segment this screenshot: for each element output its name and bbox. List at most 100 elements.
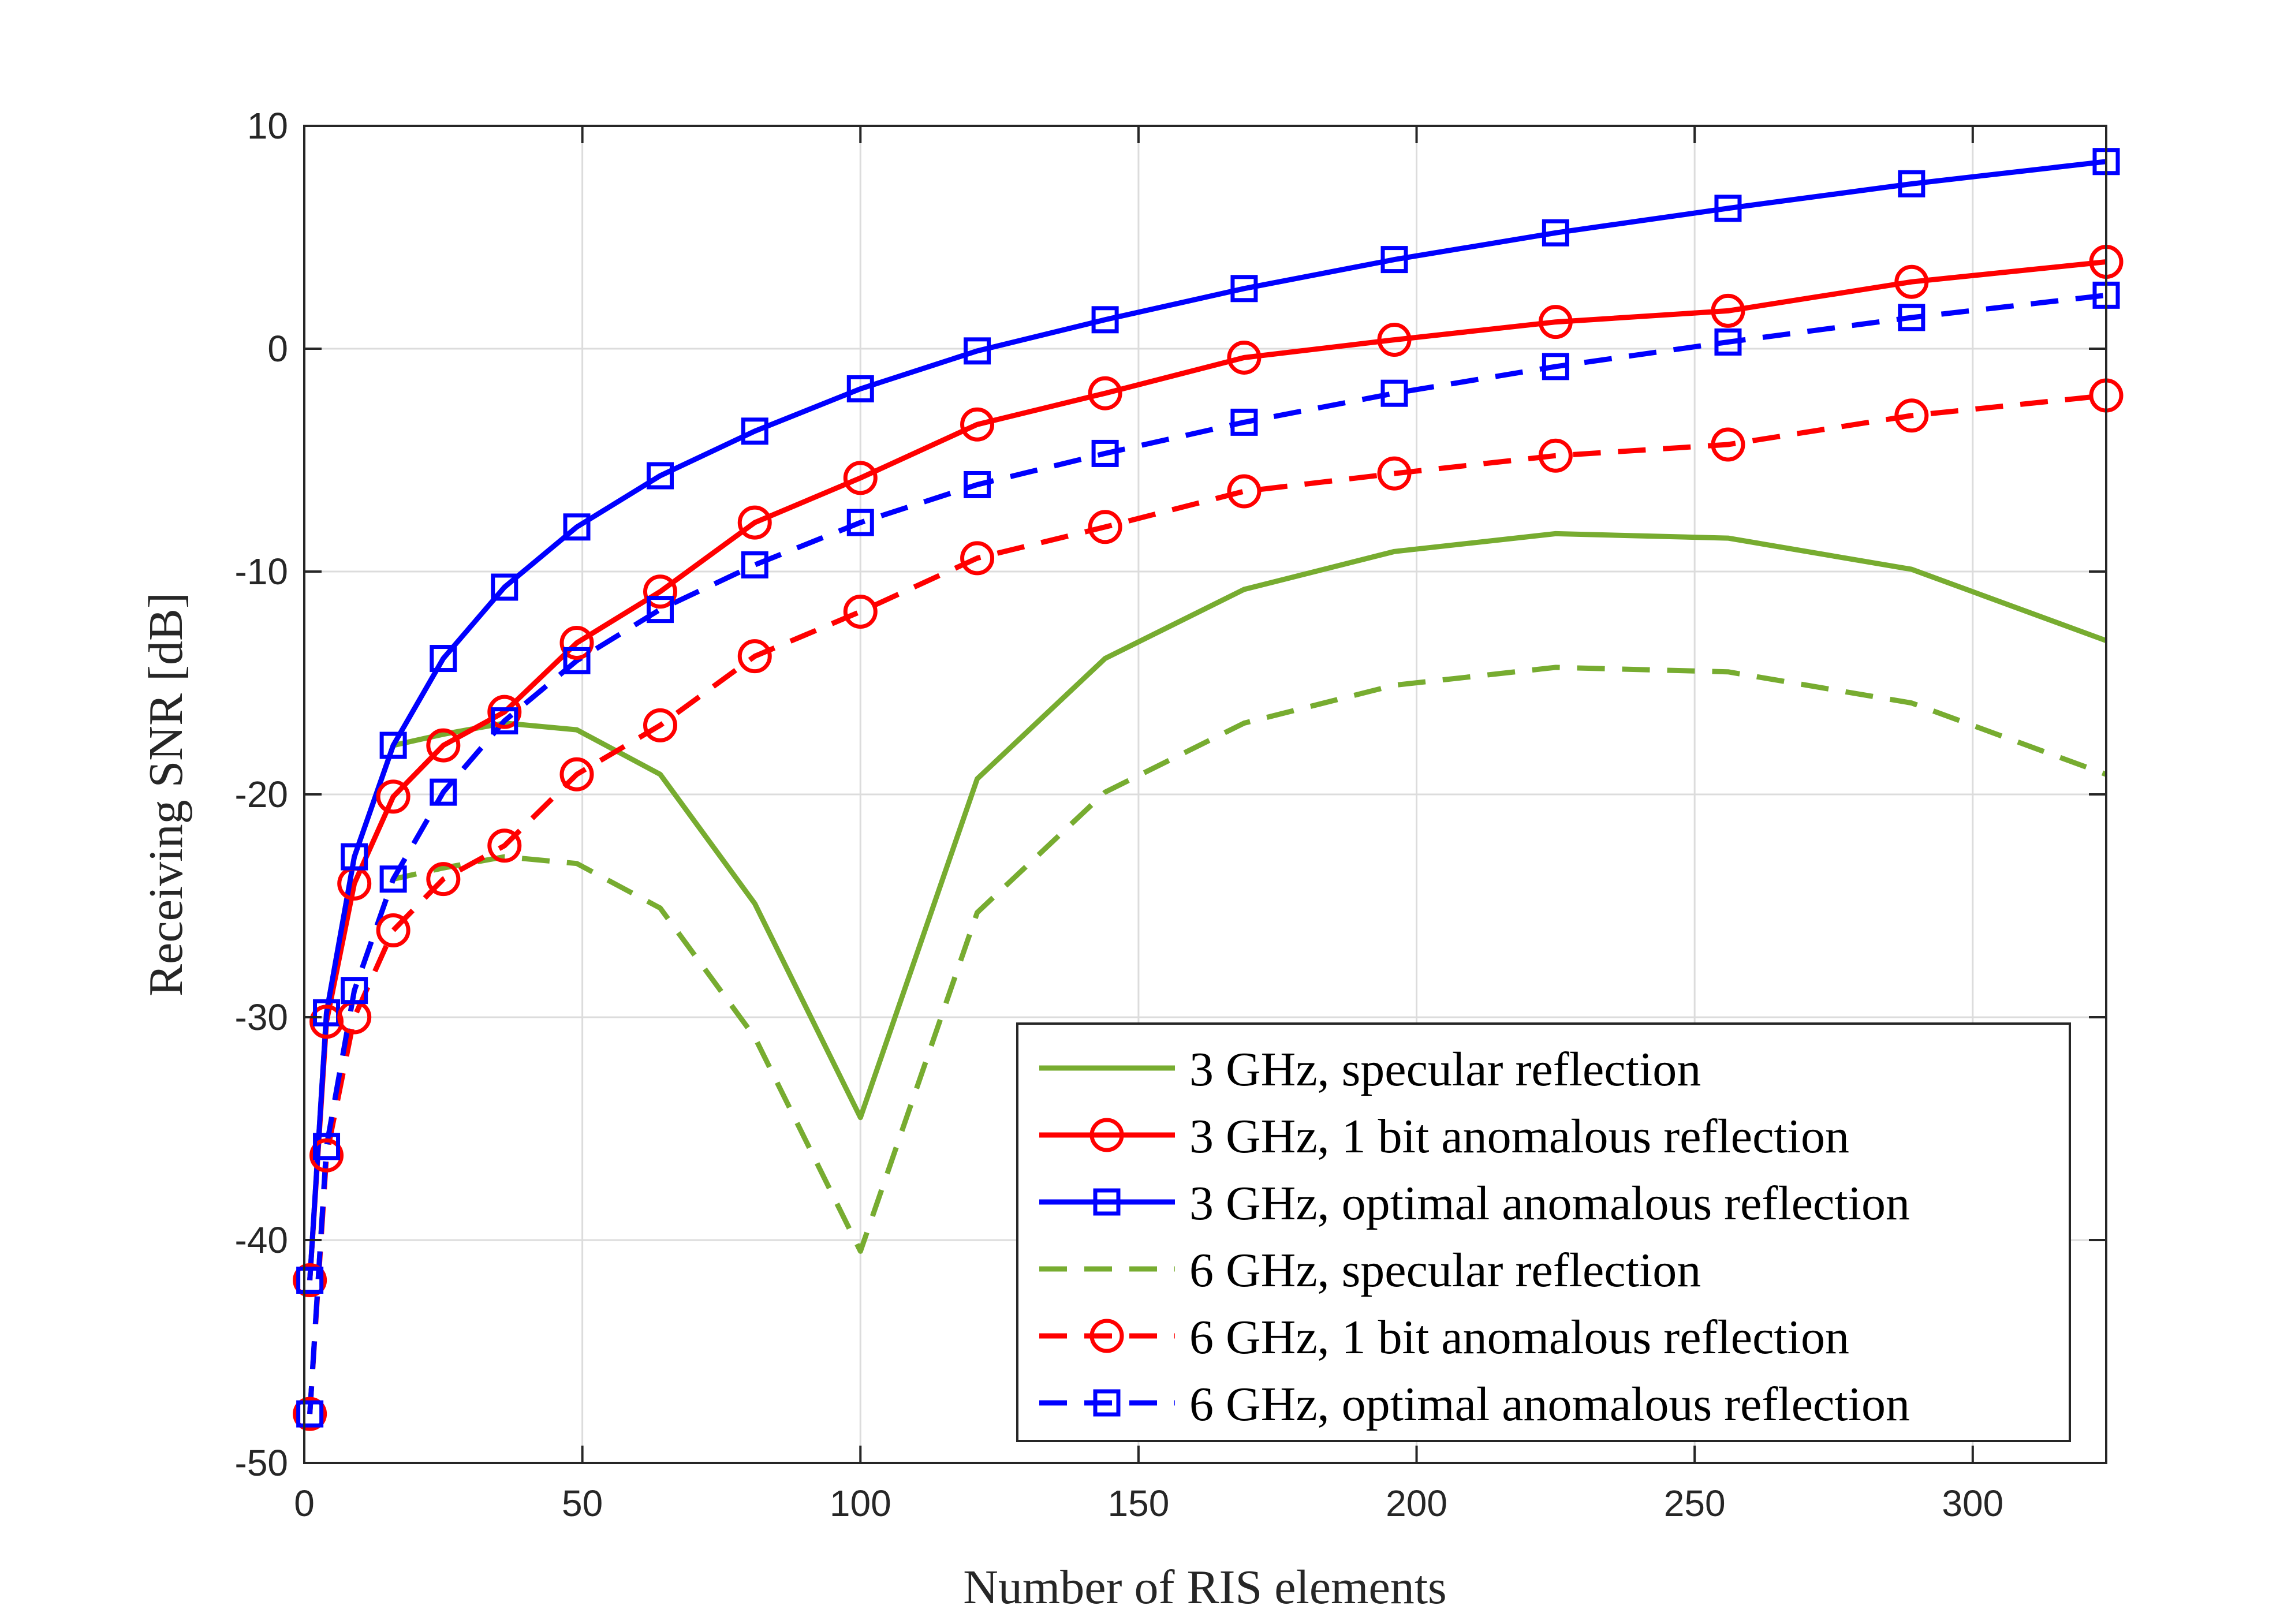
data-point-6-ghz-optimal-anomalous-reflection [741, 551, 768, 578]
data-point-6-ghz-1-bit-anomalous-reflection [1538, 438, 1573, 473]
x-tick-label: 250 [1664, 1483, 1726, 1524]
data-point-3-ghz-optimal-anomalous-reflection [430, 645, 457, 673]
data-point-3-ghz-1-bit-anomalous-reflection [487, 695, 522, 729]
data-point-6-ghz-optimal-anomalous-reflection [1380, 379, 1408, 407]
data-point-3-ghz-optimal-anomalous-reflection [1898, 170, 1925, 197]
series-line-6-ghz-optimal-anomalous-reflection [307, 292, 2107, 1414]
data-point-6-ghz-1-bit-anomalous-reflection [1894, 398, 1929, 433]
data-point-6-ghz-1-bit-anomalous-reflection [293, 1397, 327, 1431]
data-point-6-ghz-optimal-anomalous-reflection [379, 865, 407, 893]
data-point-6-ghz-1-bit-anomalous-reflection [559, 757, 594, 792]
x-tick-label: 50 [562, 1483, 603, 1524]
data-point-3-ghz-1-bit-anomalous-reflection [1227, 340, 1262, 375]
y-tick-label: -40 [235, 1219, 289, 1261]
data-point-3-ghz-1-bit-anomalous-reflection [1377, 323, 1412, 357]
legend-samples [1039, 1065, 1175, 1417]
data-point-6-ghz-1-bit-anomalous-reflection [1377, 456, 1412, 491]
series-line-6-ghz-specular-reflection [307, 664, 2107, 1414]
data-point-6-ghz-1-bit-anomalous-reflection [487, 828, 522, 863]
data-point-6-ghz-optimal-anomalous-reflection [1898, 304, 1925, 331]
data-point-6-ghz-optimal-anomalous-reflection [1542, 353, 1569, 380]
data-point-3-ghz-1-bit-anomalous-reflection [559, 626, 594, 660]
data-point-3-ghz-1-bit-anomalous-reflection [293, 1263, 327, 1297]
legend-label-3ghz-specular: 3 GHz, specular reflection [1189, 1043, 1701, 1096]
data-point-3-ghz-optimal-anomalous-reflection [1714, 195, 1742, 222]
data-point-3-ghz-1-bit-anomalous-reflection [643, 574, 677, 609]
data-point-6-ghz-1-bit-anomalous-reflection [1088, 510, 1122, 544]
data-point-6-ghz-optimal-anomalous-reflection [563, 647, 591, 674]
data-point-3-ghz-optimal-anomalous-reflection [563, 513, 591, 541]
data-point-3-ghz-optimal-anomalous-reflection [379, 731, 407, 759]
legend-label-6ghz-specular: 6 GHz, specular reflection [1189, 1244, 1701, 1297]
data-point-6-ghz-optimal-anomalous-reflection [296, 1400, 324, 1428]
data-point-6-ghz-optimal-anomalous-reflection [1230, 408, 1258, 436]
data-point-3-ghz-1-bit-anomalous-reflection [1538, 305, 1573, 339]
data-point-6-ghz-1-bit-anomalous-reflection [309, 1138, 344, 1173]
legend-label-6ghz-optimal: 6 GHz, optimal anomalous reflection [1189, 1377, 1910, 1431]
legend-sample-marker-6-ghz-1-bit-anomalous-reflection [1089, 1319, 1124, 1353]
y-axis-label: Receiving SNR [dB] [139, 592, 193, 996]
data-point-6-ghz-optimal-anomalous-reflection [1714, 328, 1742, 356]
y-tick-label: -10 [235, 551, 289, 592]
data-point-3-ghz-1-bit-anomalous-reflection [1711, 293, 1745, 328]
legend-label-3ghz-1bit: 3 GHz, 1 bit anomalous reflection [1189, 1110, 1849, 1163]
data-point-3-ghz-optimal-anomalous-reflection [646, 462, 674, 490]
legend-label-6ghz-1bit: 6 GHz, 1 bit anomalous reflection [1189, 1311, 1849, 1364]
data-point-6-ghz-optimal-anomalous-reflection [430, 778, 457, 806]
data-point-3-ghz-1-bit-anomalous-reflection [960, 407, 995, 442]
data-point-3-ghz-1-bit-anomalous-reflection [843, 461, 878, 495]
data-point-6-ghz-1-bit-anomalous-reflection [426, 862, 461, 897]
x-tick-label: 200 [1386, 1483, 1447, 1524]
y-tick-label: -30 [235, 996, 289, 1038]
series-line-3-ghz-optimal-anomalous-reflection [307, 159, 2107, 1280]
data-point-6-ghz-1-bit-anomalous-reflection [737, 639, 772, 674]
data-point-6-ghz-optimal-anomalous-reflection [964, 471, 991, 498]
data-point-6-ghz-optimal-anomalous-reflection [1091, 439, 1119, 467]
data-point-3-ghz-1-bit-anomalous-reflection [376, 779, 411, 814]
data-point-6-ghz-1-bit-anomalous-reflection [843, 594, 878, 629]
series-markers [293, 148, 2124, 1431]
y-tick-label: 0 [267, 328, 288, 369]
data-point-3-ghz-optimal-anomalous-reflection [296, 1266, 324, 1294]
data-point-3-ghz-optimal-anomalous-reflection [491, 573, 518, 601]
data-point-3-ghz-optimal-anomalous-reflection [964, 337, 991, 365]
data-point-3-ghz-optimal-anomalous-reflection [1380, 246, 1408, 274]
legend-sample-marker-3-ghz-optimal-anomalous-reflection [1093, 1188, 1121, 1216]
data-point-3-ghz-1-bit-anomalous-reflection [426, 728, 461, 763]
data-point-6-ghz-1-bit-anomalous-reflection [1227, 474, 1262, 509]
data-point-6-ghz-optimal-anomalous-reflection [313, 1133, 341, 1160]
data-point-3-ghz-1-bit-anomalous-reflection [1088, 376, 1122, 410]
x-tick-label: 100 [830, 1483, 891, 1524]
legend-sample-marker-3-ghz-1-bit-anomalous-reflection [1089, 1118, 1124, 1152]
data-point-3-ghz-1-bit-anomalous-reflection [737, 505, 772, 540]
x-tick-labels: 0 50 100 150 200 250 300 [294, 1483, 2003, 1524]
data-point-6-ghz-1-bit-anomalous-reflection [960, 541, 995, 576]
data-point-3-ghz-optimal-anomalous-reflection [341, 843, 368, 871]
data-point-3-ghz-optimal-anomalous-reflection [1230, 275, 1258, 303]
data-point-6-ghz-1-bit-anomalous-reflection [376, 913, 411, 947]
data-point-6-ghz-optimal-anomalous-reflection [491, 707, 518, 735]
data-point-6-ghz-1-bit-anomalous-reflection [1711, 427, 1745, 462]
y-tick-label: 10 [247, 105, 288, 147]
data-point-3-ghz-optimal-anomalous-reflection [1542, 219, 1569, 247]
data-point-6-ghz-optimal-anomalous-reflection [846, 509, 874, 536]
data-point-6-ghz-optimal-anomalous-reflection [341, 977, 368, 1005]
x-axis-label: Number of RIS elements [963, 1560, 1447, 1614]
data-point-6-ghz-optimal-anomalous-reflection [646, 596, 674, 624]
legend-sample-marker-6-ghz-optimal-anomalous-reflection [1093, 1389, 1121, 1417]
x-tick-label: 0 [294, 1483, 315, 1524]
x-tick-label: 150 [1108, 1483, 1170, 1524]
tick-marks [303, 125, 2106, 1464]
data-point-3-ghz-optimal-anomalous-reflection [846, 375, 874, 402]
legend-label-3ghz-optimal: 3 GHz, optimal anomalous reflection [1189, 1177, 1910, 1230]
data-point-3-ghz-optimal-anomalous-reflection [741, 417, 768, 445]
legend-box [1016, 1022, 2071, 1442]
series-line-6-ghz-1-bit-anomalous-reflection [307, 393, 2107, 1414]
data-point-3-ghz-optimal-anomalous-reflection [1091, 306, 1119, 334]
y-tick-label: -20 [235, 774, 289, 815]
data-point-6-ghz-1-bit-anomalous-reflection [643, 708, 677, 742]
x-tick-label: 300 [1942, 1483, 2003, 1524]
legend: 3 GHz, specular reflection 3 GHz, 1 bit … [1016, 1022, 2071, 1442]
y-tick-label: -50 [235, 1442, 289, 1484]
